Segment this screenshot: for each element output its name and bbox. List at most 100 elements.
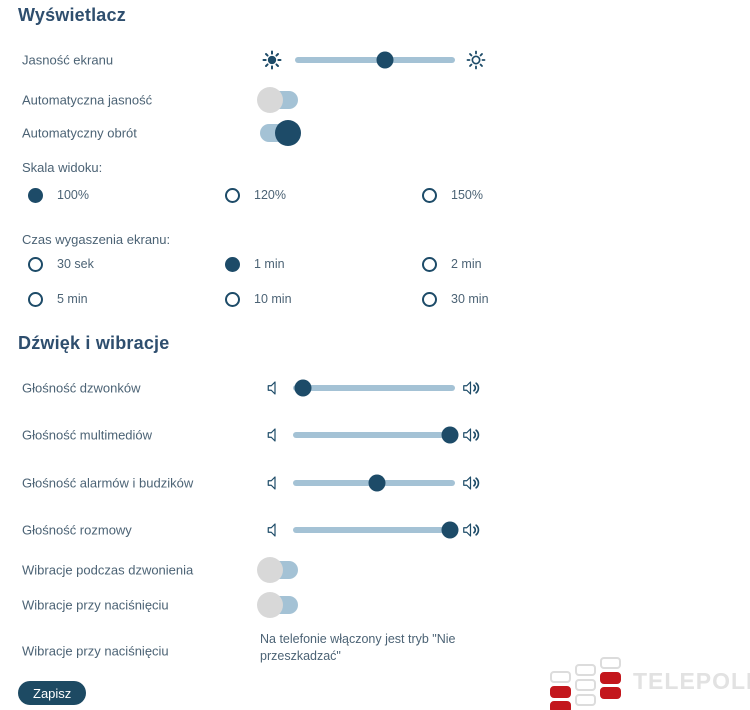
speaker-loud-icon xyxy=(459,521,485,539)
radio-icon[interactable] xyxy=(225,187,240,203)
call-volume-slider[interactable] xyxy=(293,521,459,539)
logo-cell xyxy=(575,694,596,706)
auto-rotate-label: Automatyczny obrót xyxy=(22,125,137,141)
logo-cell xyxy=(550,701,571,710)
toggle-knob[interactable] xyxy=(257,557,283,583)
media-volume-thumb[interactable] xyxy=(441,426,459,444)
alarm-volume-row: Głośność alarmów i budzików xyxy=(0,471,750,495)
radio-icon[interactable] xyxy=(225,291,240,307)
logo-column xyxy=(550,671,571,710)
section-title-sound: Dźwięk i wibracje xyxy=(18,333,170,353)
radio-icon[interactable] xyxy=(28,291,43,307)
logo-cell xyxy=(600,657,621,669)
view-scale-label: Skala widoku: xyxy=(22,160,103,175)
auto-brightness-label: Automatyczna jasność xyxy=(22,92,153,108)
radio-option-5min[interactable]: 5 min xyxy=(28,287,88,311)
radio-option-label: 30 min xyxy=(451,292,489,306)
logo-column xyxy=(575,664,596,710)
logo-cell xyxy=(550,671,571,683)
section-title-display: Wyświetlacz xyxy=(18,5,126,25)
radio-option-100[interactable]: 100% xyxy=(28,183,89,207)
do-not-disturb-note: Na telefonie włączony jest tryb "Nie prz… xyxy=(260,632,456,663)
vibrate-on-press-note-label: Wibracje przy naciśnięciu xyxy=(22,643,169,659)
radio-option-1min[interactable]: 1 min xyxy=(225,252,285,276)
speaker-quiet-icon xyxy=(266,521,284,539)
vibrate-on-ring-toggle[interactable] xyxy=(257,557,298,583)
media-volume-slider[interactable] xyxy=(293,426,459,444)
vibrate-on-ring-label: Wibracje podczas dzwonienia xyxy=(22,562,194,578)
logo-cell xyxy=(550,686,571,698)
auto-brightness-row: Automatyczna jasność xyxy=(0,87,750,113)
save-button[interactable]: Zapisz xyxy=(18,681,87,705)
radio-option-150[interactable]: 150% xyxy=(422,183,483,207)
logo-cell xyxy=(600,687,621,699)
auto-rotate-toggle[interactable] xyxy=(260,120,301,146)
logo-column xyxy=(600,657,621,710)
radio-option-30sek[interactable]: 30 sek xyxy=(28,252,94,276)
auto-rotate-row: Automatyczny obrót xyxy=(0,120,750,146)
brightness-slider[interactable] xyxy=(295,51,455,69)
brightness-slider-thumb[interactable] xyxy=(376,51,394,69)
radio-icon[interactable] xyxy=(28,256,43,272)
logo-cell xyxy=(575,664,596,676)
toggle-knob[interactable] xyxy=(257,87,283,113)
vibrate-on-press-label: Wibracje przy naciśnięciu xyxy=(22,597,169,613)
vibrate-on-press-note-row: Wibracje przy naciśnięciu Na telefonie w… xyxy=(0,632,750,669)
speaker-loud-icon xyxy=(459,474,485,492)
brightness-row: Jasność ekranu xyxy=(0,48,750,72)
radio-option-10min[interactable]: 10 min xyxy=(225,287,292,311)
vibrate-on-press-toggle[interactable] xyxy=(257,592,298,618)
call-volume-thumb[interactable] xyxy=(441,521,459,539)
toggle-knob[interactable] xyxy=(257,592,283,618)
brightness-low-icon xyxy=(262,50,282,70)
call-volume-label: Głośność rozmowy xyxy=(22,522,132,538)
radio-icon[interactable] xyxy=(422,291,437,307)
radio-option-120[interactable]: 120% xyxy=(225,183,286,207)
alarm-volume-label: Głośność alarmów i budzików xyxy=(22,475,194,491)
radio-option-label: 30 sek xyxy=(57,257,94,271)
alarm-volume-slider[interactable] xyxy=(293,474,455,492)
vibrate-on-press-row: Wibracje przy naciśnięciu xyxy=(0,592,750,618)
view-scale-options: 100% 120% 150% xyxy=(0,183,750,207)
screen-timeout-options-row2: 5 min 10 min 30 min xyxy=(0,287,750,311)
vibrate-on-ring-row: Wibracje podczas dzwonienia xyxy=(0,557,750,583)
toggle-knob[interactable] xyxy=(275,120,301,146)
radio-option-label: 10 min xyxy=(254,292,292,306)
alarm-volume-thumb[interactable] xyxy=(368,474,386,492)
radio-option-30min[interactable]: 30 min xyxy=(422,287,489,311)
ringtone-volume-row: Głośność dzwonków xyxy=(0,376,750,400)
brightness-high-icon xyxy=(466,50,486,70)
radio-option-2min[interactable]: 2 min xyxy=(422,252,482,276)
radio-option-label: 150% xyxy=(451,188,483,202)
radio-icon[interactable] xyxy=(422,187,437,203)
logo-cell xyxy=(575,679,596,691)
brightness-label: Jasność ekranu xyxy=(22,52,114,68)
radio-option-label: 100% xyxy=(57,188,89,202)
media-volume-row: Głośność multimediów xyxy=(0,423,750,447)
call-volume-row: Głośność rozmowy xyxy=(0,518,750,542)
radio-option-label: 120% xyxy=(254,188,286,202)
ringtone-volume-slider[interactable] xyxy=(293,379,455,397)
radio-option-label: 2 min xyxy=(451,257,482,271)
speaker-quiet-icon xyxy=(266,474,284,492)
speaker-quiet-icon xyxy=(266,379,284,397)
telepolis-logo: TELEPOLIS xyxy=(550,657,750,710)
speaker-quiet-icon xyxy=(266,426,284,444)
ringtone-volume-thumb[interactable] xyxy=(294,379,312,397)
radio-option-label: 1 min xyxy=(254,257,285,271)
radio-icon[interactable] xyxy=(225,256,240,272)
speaker-loud-icon xyxy=(459,426,485,444)
auto-brightness-toggle[interactable] xyxy=(257,87,298,113)
telepolis-logo-grid xyxy=(550,657,621,710)
radio-icon[interactable] xyxy=(28,187,43,203)
media-volume-label: Głośność multimediów xyxy=(22,427,153,443)
screen-timeout-options-row1: 30 sek 1 min 2 min xyxy=(0,252,750,276)
ringtone-volume-label: Głośność dzwonków xyxy=(22,380,141,396)
radio-option-label: 5 min xyxy=(57,292,88,306)
speaker-loud-icon xyxy=(459,379,485,397)
logo-cell xyxy=(600,672,621,684)
telepolis-logo-text: TELEPOLIS xyxy=(633,668,750,694)
radio-icon[interactable] xyxy=(422,256,437,272)
screen-timeout-label: Czas wygaszenia ekranu: xyxy=(22,232,171,247)
